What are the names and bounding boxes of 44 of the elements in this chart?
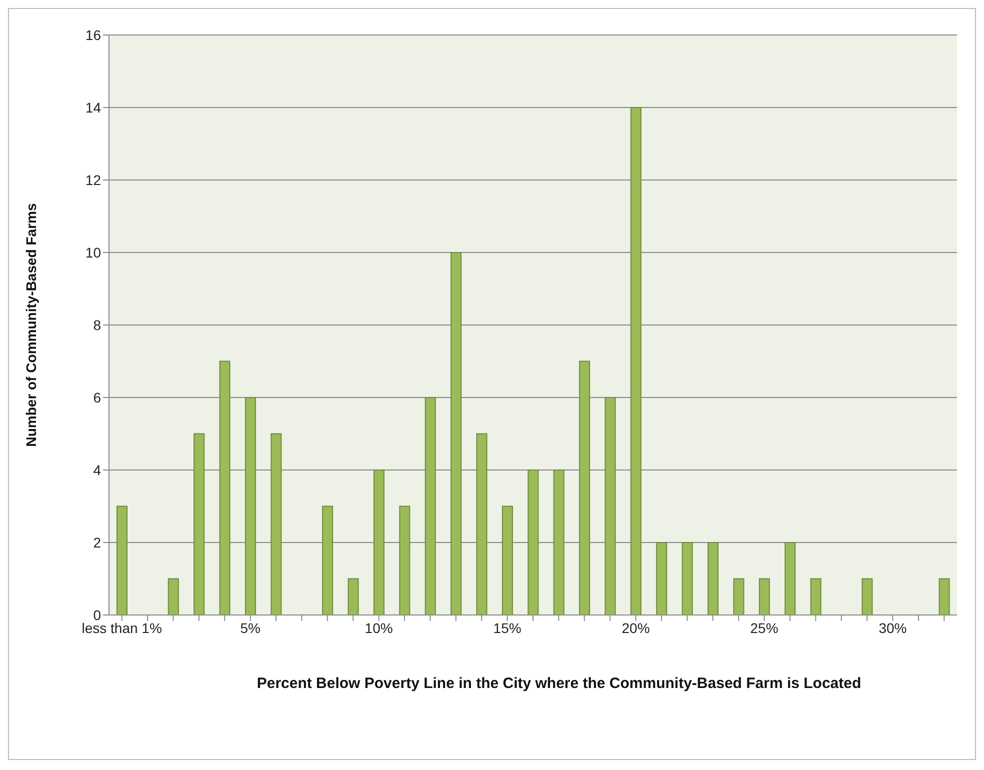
bar <box>938 578 950 615</box>
bar <box>373 470 384 615</box>
x-tick-label: 30% <box>878 620 907 636</box>
bar <box>528 470 539 615</box>
bar <box>784 542 796 615</box>
y-tick-label: 4 <box>93 462 102 478</box>
y-tick-label: 8 <box>93 316 102 333</box>
bar <box>476 433 488 615</box>
x-tick-label: 15% <box>493 620 522 636</box>
bar <box>450 252 462 615</box>
bar <box>630 107 642 615</box>
y-axis-title: Number of Community-Based Farms <box>22 203 39 447</box>
bar <box>348 578 359 615</box>
bar <box>758 578 770 615</box>
bar <box>322 506 334 615</box>
bar <box>579 360 590 615</box>
bar <box>656 542 668 615</box>
x-tick-label: 20% <box>622 620 650 636</box>
bar <box>399 506 410 615</box>
bar <box>682 542 693 615</box>
bar <box>244 397 256 615</box>
bar <box>219 360 230 615</box>
x-tick-label: 25% <box>750 620 778 636</box>
bar <box>810 578 822 615</box>
x-tick-label: 5% <box>240 620 260 636</box>
bar <box>424 397 436 615</box>
y-tick-label: 10 <box>85 244 102 260</box>
bar <box>168 578 179 615</box>
y-tick-label: 12 <box>85 172 102 188</box>
bar <box>502 506 513 615</box>
bar <box>604 397 616 615</box>
bar <box>270 433 282 615</box>
x-axis-title: Percent Below Poverty Line in the City where the Community-Based Farm is Located <box>256 674 862 694</box>
y-tick-label: 6 <box>93 389 102 406</box>
bar <box>708 542 719 615</box>
bar <box>862 578 873 615</box>
bar <box>116 506 128 615</box>
y-tick-label: 14 <box>85 99 102 116</box>
bar <box>553 470 564 615</box>
y-tick-label: 2 <box>93 534 102 550</box>
bar <box>733 578 744 615</box>
y-tick-label: 16 <box>85 26 102 43</box>
x-tick-label: 10% <box>364 620 393 636</box>
bar <box>194 433 205 615</box>
